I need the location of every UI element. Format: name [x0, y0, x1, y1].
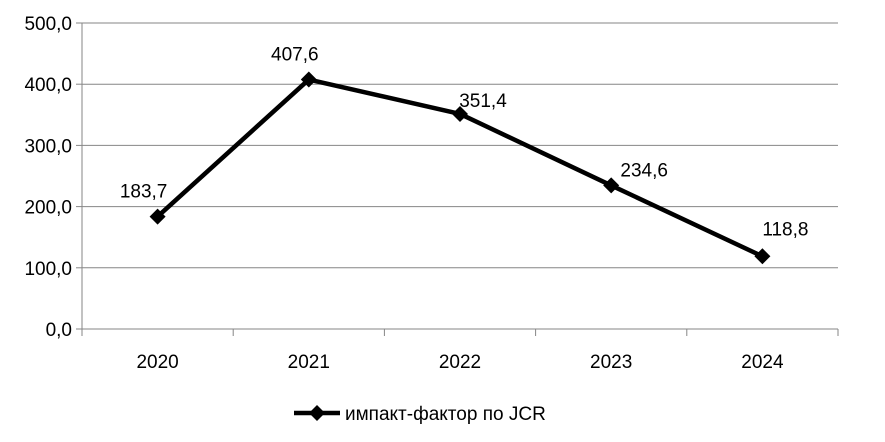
data-label: 183,7	[120, 182, 168, 203]
y-tick-label: 0,0	[46, 320, 72, 341]
x-axis-tick-labels: 2020 2021 2022 2023 2024	[136, 352, 784, 373]
legend-label: импакт-фактор по JCR	[345, 404, 546, 425]
legend: импакт-фактор по JCR	[294, 404, 546, 425]
y-tick-label: 200,0	[24, 198, 72, 219]
x-tick-label: 2022	[439, 352, 481, 373]
y-tick-label: 300,0	[24, 136, 72, 157]
x-tick-label: 2024	[741, 352, 784, 373]
y-tick-label: 100,0	[24, 259, 72, 280]
data-point-marker	[754, 248, 771, 265]
x-tick-label: 2020	[136, 352, 178, 373]
data-point-marker	[452, 105, 468, 122]
y-tick-label: 500,0	[24, 14, 72, 35]
data-point-marker	[300, 71, 317, 88]
data-point-marker	[603, 177, 620, 194]
x-tick-label: 2021	[288, 352, 330, 373]
data-label: 351,4	[459, 91, 507, 112]
y-tick-label: 400,0	[24, 75, 72, 96]
data-labels: 183,7 407,6 351,4 234,6 118,8	[120, 45, 809, 241]
data-label: 234,6	[620, 160, 668, 181]
data-point-marker	[149, 208, 166, 225]
x-tick-label: 2023	[590, 352, 632, 373]
gridlines	[82, 22, 838, 269]
legend-diamond-marker	[309, 405, 325, 421]
series-impact-factor	[149, 71, 771, 265]
y-axis-tick-labels: 0,0 100,0 200,0 300,0 400,0 500,0	[24, 14, 72, 341]
data-label: 118,8	[762, 219, 808, 240]
axes	[76, 22, 839, 336]
data-label: 407,6	[271, 45, 319, 66]
